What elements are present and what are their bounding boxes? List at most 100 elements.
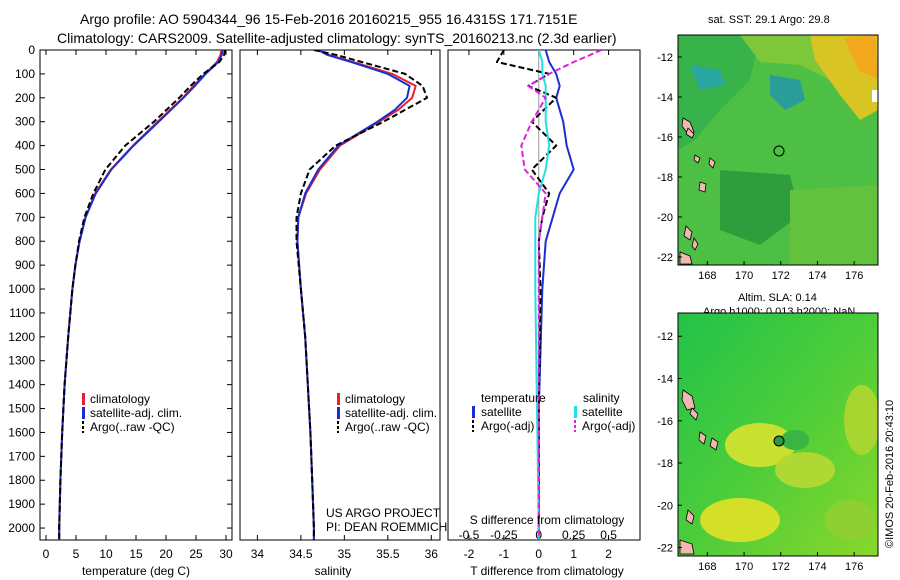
salinity-panel: 34 34.5 35 35.5 36 salinity climatology sate… xyxy=(239,49,447,578)
sla-map-image xyxy=(678,313,878,556)
depth-tick-label: 500 xyxy=(15,163,35,177)
lat-tick-label: -12 xyxy=(657,52,673,64)
x-tick-label: 2 xyxy=(605,547,612,561)
x-tick-label: 1 xyxy=(570,547,577,561)
legend-label-t-argo: Argo(-adj) xyxy=(481,419,534,433)
x-tick-label: 0 xyxy=(535,547,542,561)
x-tick-label: 20 xyxy=(159,547,173,561)
credit-pi: PI: DEAN ROEMMICH xyxy=(326,520,447,534)
depth-tick-label: 1200 xyxy=(8,330,35,344)
depth-tick-label: 1600 xyxy=(8,425,35,439)
depth-tick-label: 200 xyxy=(15,91,35,105)
legend-label-s-sat: satellite xyxy=(582,405,623,419)
legend-swatch-t-sat xyxy=(472,406,475,418)
depth-tick-label: 2000 xyxy=(8,521,35,535)
lat-tick-label: -14 xyxy=(657,92,673,104)
lat-tick-label: -16 xyxy=(657,132,673,144)
legend-label-argo: Argo(..raw -QC) xyxy=(90,420,175,434)
legend-label-sat: satellite-adj. clim. xyxy=(345,406,437,420)
legend-swatch-clim xyxy=(337,393,340,405)
lon-tick-label: 172 xyxy=(772,270,790,282)
series-line-satellite-adj-clim xyxy=(58,50,224,540)
series-line-argo-raw-qc xyxy=(58,50,226,540)
depth-tick-label: 700 xyxy=(15,210,35,224)
sst-map-frame xyxy=(677,34,879,266)
depth-tick-label: 900 xyxy=(15,258,35,272)
salinity-lines xyxy=(295,50,428,540)
lat-tick-label: -20 xyxy=(657,500,673,512)
credit-project: US ARGO PROJECT xyxy=(326,506,441,520)
x-tick-label: 34.5 xyxy=(289,547,313,561)
salinity-legend: climatology satellite-adj. clim. Argo(..… xyxy=(337,392,437,434)
lon-tick-label: 170 xyxy=(735,561,753,573)
legend-label-argo: Argo(..raw -QC) xyxy=(345,420,430,434)
lon-tick-label: 174 xyxy=(808,561,826,573)
difference-axes-frame xyxy=(447,49,641,541)
depth-tick-label: 400 xyxy=(15,139,35,153)
figure-title-line2: Climatology: CARS2009. Satellite-adjuste… xyxy=(57,30,617,46)
legend-swatch-sat xyxy=(82,407,85,419)
temperature-x-axis: 0 5 10 15 20 25 30 xyxy=(43,50,233,561)
difference-lines xyxy=(495,50,602,540)
sst-map-title: sat. SST: 29.1 Argo: 29.8 xyxy=(708,14,830,26)
depth-tick-label: 1400 xyxy=(8,378,35,392)
x-tick-label: 15 xyxy=(129,547,143,561)
salinity-axes-frame xyxy=(239,49,441,541)
temperature-xlabel: temperature (deg C) xyxy=(82,564,190,578)
x-tick-label: 10 xyxy=(99,547,113,561)
legend-label-clim: climatology xyxy=(90,392,150,406)
s-diff-tick-label: -0.5 xyxy=(459,528,480,542)
figure-title-line1: Argo profile: AO 5904344_96 15-Feb-2016 … xyxy=(80,11,577,27)
legend-swatch-clim xyxy=(82,393,85,405)
lat-tick-label: -14 xyxy=(657,374,673,386)
lat-tick-label: -18 xyxy=(657,458,673,470)
legend-swatch-sat xyxy=(337,407,340,419)
lat-tick-label: -16 xyxy=(657,416,673,428)
x-tick-label: 36 xyxy=(425,547,439,561)
copyright-footer: ©IMOS 20-Feb-2016 20:43:10 xyxy=(884,400,896,548)
sla-map-frame xyxy=(677,312,879,557)
legend-label-clim: climatology xyxy=(345,392,405,406)
difference-legend: temperature salinity satellite Argo(-adj… xyxy=(472,391,635,433)
lat-tick-label: -20 xyxy=(657,212,673,224)
x-tick-label: 34 xyxy=(251,547,265,561)
sst-map-image xyxy=(678,35,878,265)
legend-label-sat: satellite-adj. clim. xyxy=(90,406,182,420)
x-tick-label: -1 xyxy=(499,547,510,561)
temperature-legend: climatology satellite-adj. clim. Argo(..… xyxy=(82,392,182,434)
sst-map-axes: -12 -14 -16 -18 -20 -22 168 170 172 174 176 xyxy=(657,52,863,282)
salinity-xlabel: salinity xyxy=(315,564,352,578)
depth-tick-label: 0 xyxy=(28,43,35,57)
depth-tick-label: 300 xyxy=(15,115,35,129)
salinity-x-axis: 34 34.5 35 35.5 36 xyxy=(251,50,439,561)
sla-map-axes: -12 -14 -16 -18 -20 -22 168 170 172 174 176 xyxy=(657,331,863,573)
lon-tick-label: 174 xyxy=(808,270,826,282)
s-diff-tick-label: -0.25 xyxy=(490,528,518,542)
lat-tick-label: -12 xyxy=(657,331,673,343)
lon-tick-label: 172 xyxy=(772,561,790,573)
x-tick-label: 25 xyxy=(189,547,203,561)
depth-tick-label: 600 xyxy=(15,186,35,200)
sst-map-panel: sat. SST: 29.1 Argo: 29.8 -12 -14 -16 -18 -2… xyxy=(657,14,879,282)
temperature-panel: 0100200300400500600700800900100011001200… xyxy=(8,43,640,578)
temperature-lines xyxy=(58,50,226,540)
temperature-axes-frame xyxy=(39,49,233,541)
x-tick-label: -2 xyxy=(464,547,475,561)
x-tick-label: 35.5 xyxy=(376,547,400,561)
sla-map-title-1: Altim. SLA: 0.14 xyxy=(738,292,817,304)
depth-tick-label: 1000 xyxy=(8,282,35,296)
legend-head-salinity: salinity xyxy=(583,391,620,405)
s-diff-tick-label: 0.5 xyxy=(600,528,617,542)
lat-tick-label: -18 xyxy=(657,172,673,184)
legend-swatch-s-sat xyxy=(574,406,577,418)
lon-tick-label: 168 xyxy=(698,270,716,282)
depth-tick-label: 1100 xyxy=(9,306,35,320)
lon-tick-label: 170 xyxy=(735,270,753,282)
depth-tick-label: 100 xyxy=(15,67,35,81)
difference-xlabel: T difference from climatology xyxy=(470,564,624,578)
depth-tick-label: 1800 xyxy=(8,473,35,487)
legend-label-s-argo: Argo(-adj) xyxy=(582,419,635,433)
lat-tick-label: -22 xyxy=(657,252,673,264)
